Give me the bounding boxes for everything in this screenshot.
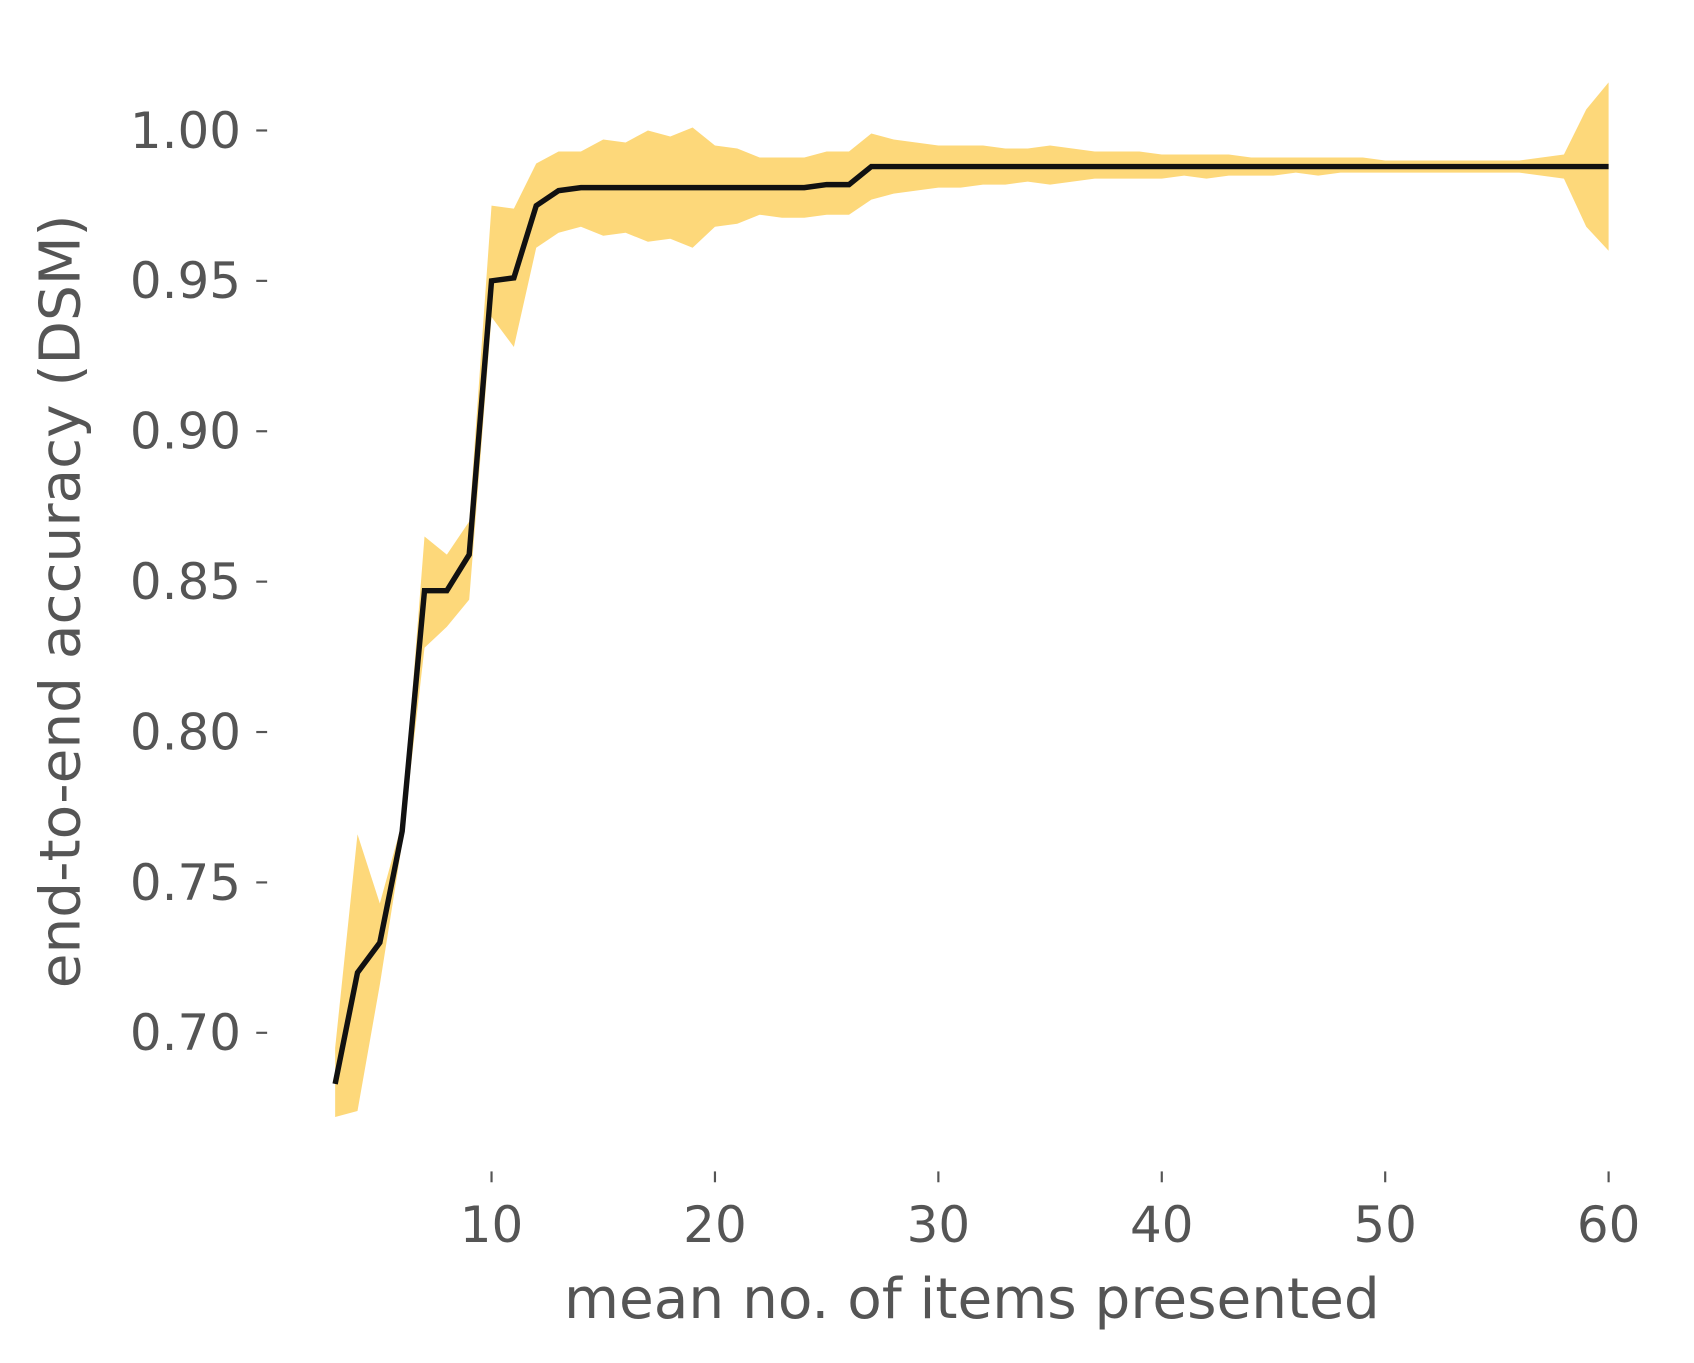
line	[332, 163, 1609, 1085]
y-tick-label: 0.70	[130, 1004, 241, 1062]
x-axis-label: mean no. of items presented	[564, 1267, 1380, 1332]
x-tick-label: 10	[460, 1196, 524, 1254]
x-tick-label: 50	[1353, 1196, 1417, 1254]
y-tick-label: 0.75	[130, 854, 241, 912]
y-tick-label: 0.85	[130, 553, 241, 611]
y-tick-label: 1.00	[130, 102, 241, 160]
y-tick-label: 0.95	[130, 252, 241, 310]
x-tick-label: 40	[1130, 1196, 1194, 1254]
x-tick-label: 20	[683, 1196, 747, 1254]
y-tick-label: 0.90	[130, 403, 241, 461]
x-tick-label: 30	[907, 1196, 971, 1254]
y-axis-label: end-to-end accuracy (DSM)	[28, 214, 93, 988]
x-tick-label: 60	[1577, 1196, 1641, 1254]
y-tick-label: 0.80	[130, 703, 241, 761]
